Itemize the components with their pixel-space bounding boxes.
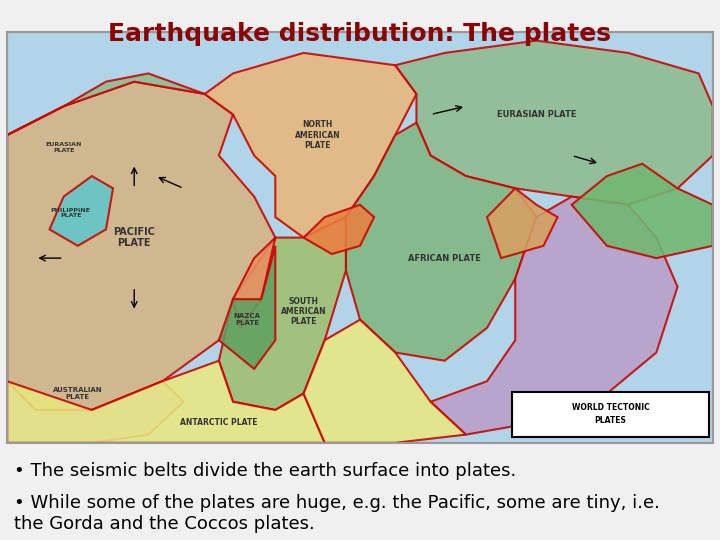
Text: NORTH
AMERICAN
PLATE: NORTH AMERICAN PLATE <box>295 120 341 150</box>
Polygon shape <box>233 238 275 328</box>
Polygon shape <box>431 197 678 435</box>
Text: Earthquake distribution: The plates: Earthquake distribution: The plates <box>109 22 611 45</box>
Polygon shape <box>7 73 204 135</box>
Text: • While some of the plates are huge, e.g. the Pacific, some are tiny, i.e.
the G: • While some of the plates are huge, e.g… <box>14 494 660 533</box>
Text: ANTARCTIC PLATE: ANTARCTIC PLATE <box>180 418 258 427</box>
Polygon shape <box>487 188 557 258</box>
Polygon shape <box>346 123 536 361</box>
Text: • The seismic belts divide the earth surface into plates.: • The seismic belts divide the earth sur… <box>14 462 517 480</box>
Polygon shape <box>7 361 325 443</box>
Text: PLATES: PLATES <box>595 416 626 425</box>
Polygon shape <box>7 82 275 410</box>
Polygon shape <box>572 164 713 258</box>
FancyBboxPatch shape <box>512 392 709 437</box>
Text: AUSTRALIAN
PLATE: AUSTRALIAN PLATE <box>53 387 102 400</box>
Polygon shape <box>219 217 346 410</box>
Text: PACIFIC
PLATE: PACIFIC PLATE <box>113 227 155 248</box>
Text: EURASIAN
PLATE: EURASIAN PLATE <box>45 142 82 153</box>
Text: PHILIPPINE
PLATE: PHILIPPINE PLATE <box>51 207 91 218</box>
Polygon shape <box>7 381 184 443</box>
Text: WORLD TECTONIC: WORLD TECTONIC <box>572 403 649 413</box>
Text: SOUTH
AMERICAN
PLATE: SOUTH AMERICAN PLATE <box>281 296 326 326</box>
Text: AFRICAN PLATE: AFRICAN PLATE <box>408 254 481 262</box>
Text: NAZCA
PLATE: NAZCA PLATE <box>233 313 261 326</box>
Polygon shape <box>219 246 275 369</box>
Polygon shape <box>50 176 113 246</box>
Text: EURASIAN PLATE: EURASIAN PLATE <box>497 110 576 119</box>
Polygon shape <box>395 40 713 205</box>
Polygon shape <box>204 53 416 238</box>
FancyBboxPatch shape <box>7 32 713 443</box>
Polygon shape <box>304 320 466 443</box>
Polygon shape <box>304 205 374 254</box>
